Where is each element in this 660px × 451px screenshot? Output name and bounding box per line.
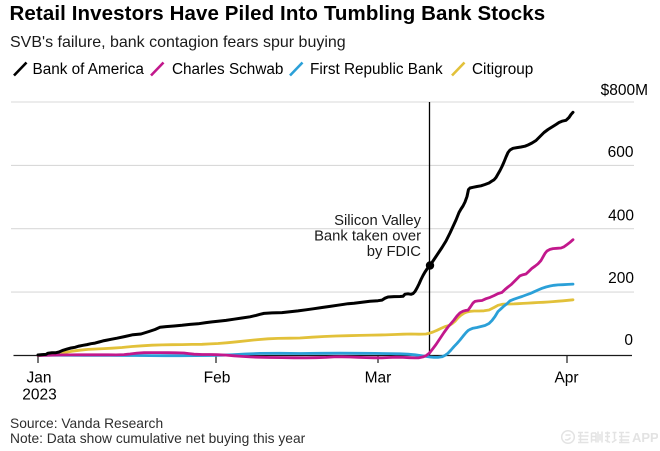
svg-text:Silicon Valley: Silicon Valley	[334, 213, 422, 229]
svg-text:by FDIC: by FDIC	[367, 244, 422, 260]
svg-text:600: 600	[608, 144, 634, 161]
svg-text:0: 0	[624, 332, 633, 349]
svg-text:Apr: Apr	[554, 370, 578, 387]
svg-text:Mar: Mar	[365, 370, 392, 387]
svg-text:Jan: Jan	[27, 370, 52, 387]
svg-text:400: 400	[608, 208, 634, 225]
svg-text:$800M: $800M	[601, 82, 648, 99]
svg-text:200: 200	[608, 270, 634, 287]
svg-text:Bank taken over: Bank taken over	[314, 229, 421, 245]
svg-text:APP: APP	[632, 430, 658, 445]
svg-text:2023: 2023	[22, 387, 56, 404]
svg-text:Feb: Feb	[204, 370, 231, 387]
